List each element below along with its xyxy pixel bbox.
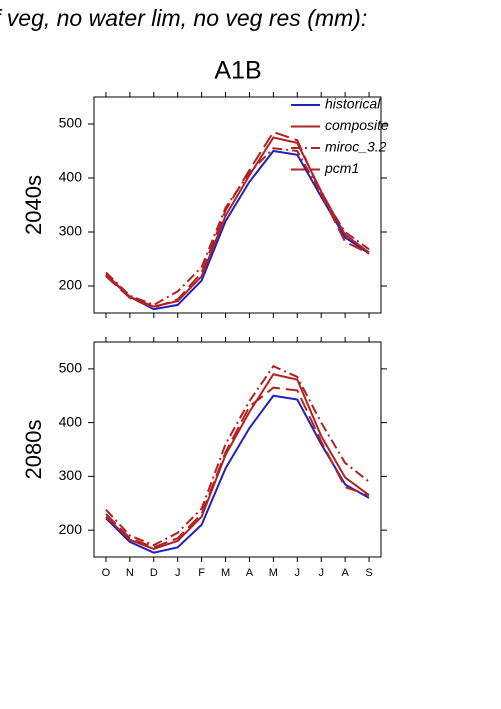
plot-frame (93, 341, 382, 558)
legend-label: historical (325, 96, 381, 112)
x-tick-label: F (198, 567, 205, 579)
chart-subtitle: A1B (214, 57, 261, 85)
x-tick-label: M (269, 567, 278, 579)
y-tick-label: 200 (59, 277, 83, 293)
x-tick-label: J (295, 567, 301, 579)
y-tick-label: 400 (59, 413, 83, 429)
y-tick-label: 500 (59, 115, 83, 131)
row-label: 2080s (21, 420, 46, 480)
series-line (105, 394, 370, 554)
y-tick-label: 300 (59, 467, 83, 483)
series-line (105, 386, 370, 549)
x-tick-label: S (365, 567, 372, 579)
series-line (105, 130, 370, 309)
series-line (105, 373, 370, 551)
x-tick-label: J (175, 567, 181, 579)
y-tick-label: 200 (59, 521, 83, 537)
series-line (105, 364, 370, 547)
legend-label: miroc_3.2 (325, 139, 387, 155)
x-tick-label: M (221, 567, 230, 579)
legend-label: composite (325, 117, 389, 133)
x-tick-label: N (126, 567, 134, 579)
row-label: 2040s (21, 175, 46, 235)
chart-title: f veg, no water lim, no veg res (mm): (0, 5, 367, 31)
y-tick-label: 400 (59, 169, 83, 185)
plot-frame (93, 96, 382, 314)
x-tick-label: O (102, 567, 111, 579)
legend-label: pcm1 (324, 160, 359, 176)
y-tick-label: 500 (59, 360, 83, 376)
y-tick-label: 300 (59, 223, 83, 239)
x-tick-label: A (341, 567, 349, 579)
x-tick-label: J (318, 567, 324, 579)
x-tick-label: D (150, 567, 158, 579)
x-tick-label: A (246, 567, 254, 579)
